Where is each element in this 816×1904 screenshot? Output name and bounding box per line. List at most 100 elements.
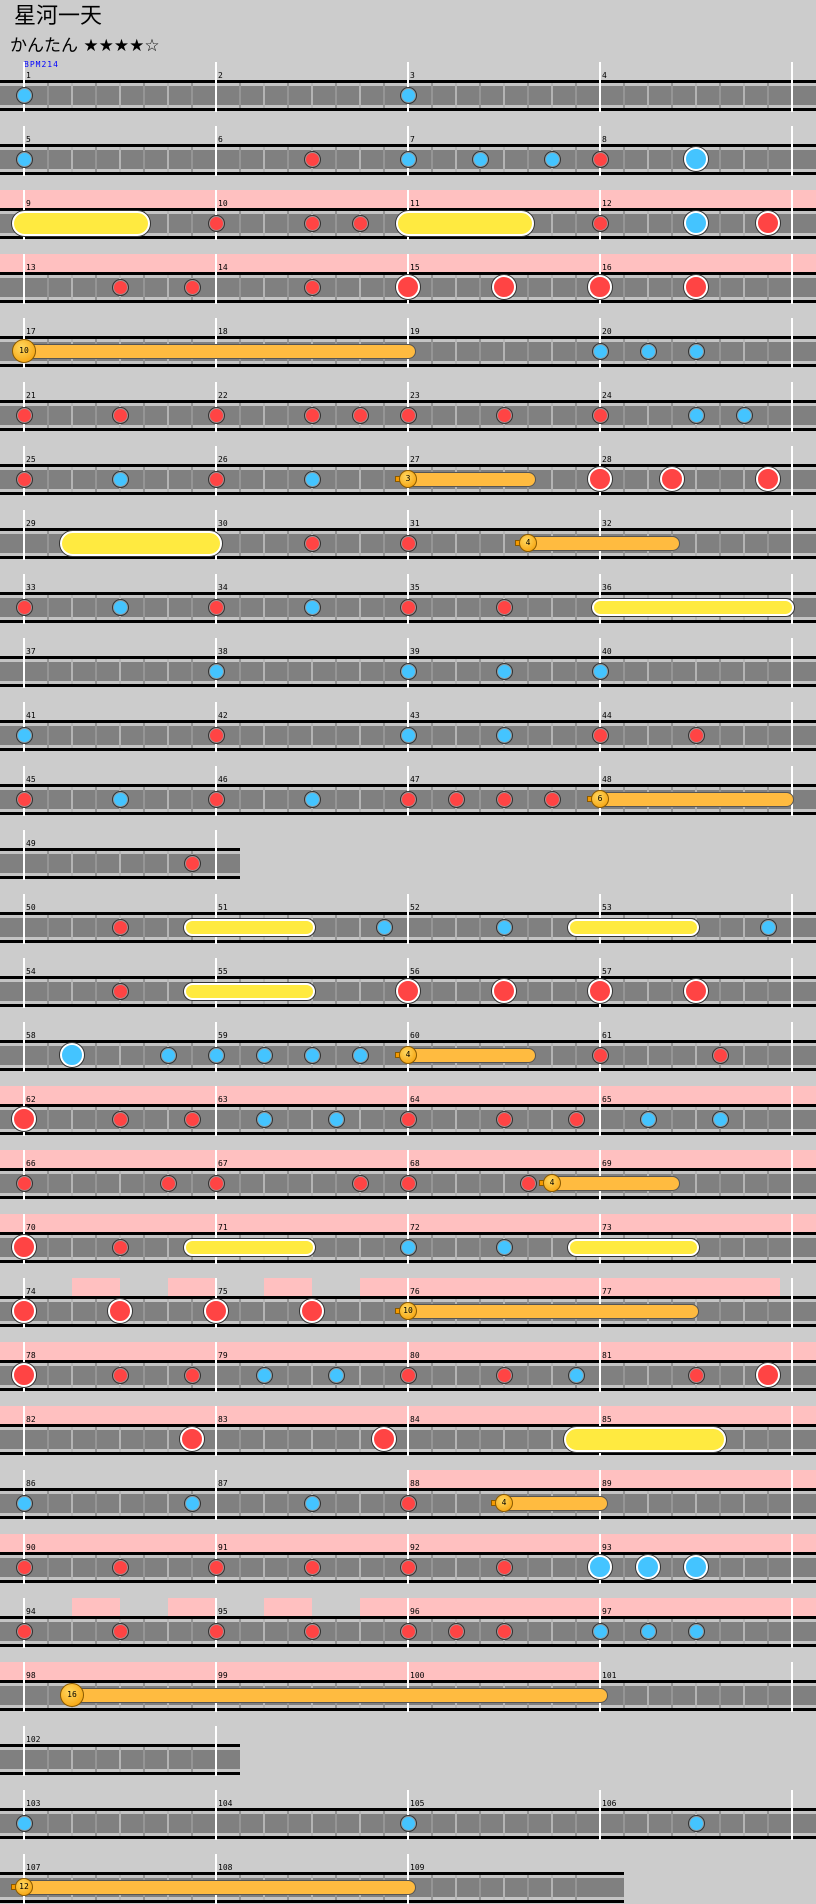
subdivision-line [743,1491,745,1516]
measure-number: 80 [410,1351,420,1360]
subdivision-line [359,1235,361,1260]
subdivision-line [359,1619,361,1644]
subdivision-line [287,1619,289,1644]
bar-line [599,1342,601,1392]
big-don-note [396,275,420,299]
don-note [303,1622,321,1640]
subdivision-line [431,659,433,684]
subdivision-line [575,723,577,748]
measure-number: 76 [410,1287,420,1296]
subdivision-line [479,659,481,684]
bar-line [791,1214,793,1264]
subdivision-line [551,915,553,940]
subdivision-line [479,787,481,812]
subdivision-line [47,1107,49,1132]
subdivision-line [551,403,553,428]
measure-number: 77 [602,1287,612,1296]
don-note [111,918,129,936]
bar-line [599,1086,601,1136]
subdivision-line [383,979,385,1004]
subdivision-line [143,467,145,492]
subdivision-line [767,979,769,1004]
subdivision-line [431,1491,433,1516]
bar-line [215,126,217,176]
subdivision-line [335,83,337,108]
measure-number: 37 [26,647,36,656]
subdivision-line [143,1363,145,1388]
subdivision-line [167,1555,169,1580]
subdivision-line [383,531,385,556]
subdivision-line [743,275,745,300]
subdivision-line [431,275,433,300]
subdivision-line [47,83,49,108]
subdivision-line [335,1491,337,1516]
measure-number: 98 [26,1671,36,1680]
subdivision-line [95,275,97,300]
subdivision-line [71,467,73,492]
subdivision-line [431,1875,433,1900]
subdivision-line [719,1811,721,1836]
don-note [207,1558,225,1576]
subdivision-line [95,1235,97,1260]
subdivision-line [431,787,433,812]
subdivision-line [239,1555,241,1580]
subdivision-line [359,275,361,300]
subdivision-line [71,1107,73,1132]
subdivision-line [671,211,673,236]
subdivision-line [287,595,289,620]
big-ka-note [636,1555,660,1579]
subdivision-line [479,915,481,940]
balloon-head: 4 [495,1494,513,1512]
bar-line [215,62,217,112]
don-note [543,790,561,808]
subdivision-line [455,531,457,556]
subdivision-line [383,1619,385,1644]
ka-note [303,598,321,616]
ka-note [303,470,321,488]
measure-number: 6 [218,135,223,144]
subdivision-line [167,915,169,940]
bar-line [23,894,25,944]
subdivision-line [767,147,769,172]
subdivision-line [671,1811,673,1836]
bar-line [599,510,601,560]
subdivision-line [143,83,145,108]
subdivision-line [359,979,361,1004]
measure-number: 91 [218,1543,228,1552]
subdivision-line [551,659,553,684]
subdivision-line [143,147,145,172]
big-don-note [684,979,708,1003]
bar-line [23,254,25,304]
subdivision-line [719,915,721,940]
subdivision-line [527,915,529,940]
subdivision-line [719,1619,721,1644]
subdivision-line [671,723,673,748]
measure-number: 31 [410,519,420,528]
subdivision-line [167,851,169,876]
subdivision-line [503,147,505,172]
subdivision-line [167,83,169,108]
ka-note [111,470,129,488]
balloon-head: 4 [399,1046,417,1064]
subdivision-line [191,83,193,108]
subdivision-line [335,1235,337,1260]
balloon-body [528,536,680,551]
don-note [111,1622,129,1640]
bar-line [791,382,793,432]
subdivision-line [743,467,745,492]
subdivision-line [479,403,481,428]
subdivision-line [95,915,97,940]
bar-line [215,318,217,368]
subdivision-line [143,979,145,1004]
ka-note [399,726,417,744]
don-note [111,1110,129,1128]
subdivision-line [191,1171,193,1196]
subdivision-line [719,1683,721,1708]
subdivision-line [239,723,241,748]
subdivision-line [575,1555,577,1580]
don-note [303,150,321,168]
subdivision-line [143,1107,145,1132]
measure-number: 35 [410,583,420,592]
subdivision-line [455,403,457,428]
subdivision-line [623,1043,625,1068]
